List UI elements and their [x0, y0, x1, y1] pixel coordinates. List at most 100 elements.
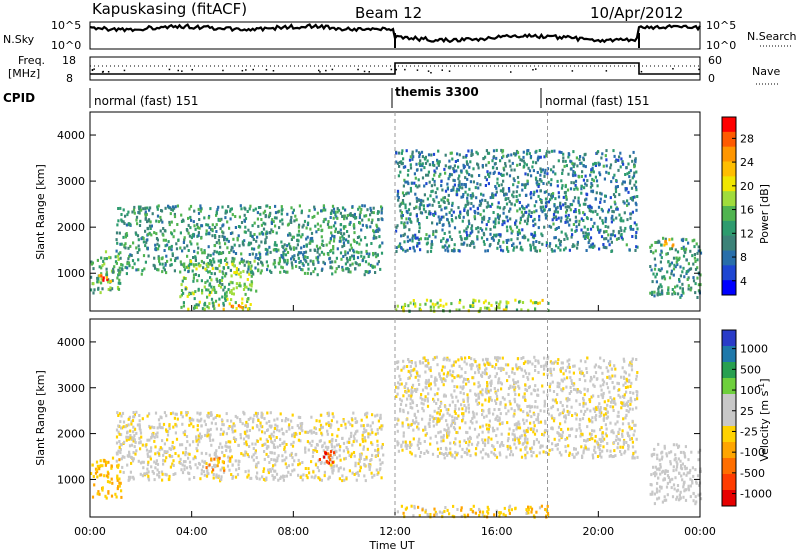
power-echo-cell: [454, 184, 456, 187]
velocity-echo-cell: [406, 365, 408, 368]
velocity-echo-cell: [230, 420, 232, 423]
power-echo-cell: [240, 275, 242, 278]
nave-point: [273, 70, 275, 72]
power-echo-cell: [571, 162, 573, 165]
power-echo-cell: [677, 250, 679, 253]
power-echo-cell: [309, 242, 311, 245]
power-echo-cell: [411, 153, 413, 156]
power-echo-cell: [221, 206, 223, 209]
power-echo-cell: [529, 152, 531, 155]
velocity-echo-cell: [421, 418, 423, 421]
power-echo-cell: [673, 264, 675, 267]
velocity-echo-cell: [524, 392, 526, 395]
velocity-echo-cell: [468, 407, 470, 410]
power-echo-cell: [506, 226, 508, 229]
power-echo-cell: [205, 288, 207, 291]
power-echo-cell: [280, 266, 282, 269]
power-echo-cell: [470, 305, 472, 308]
power-echo-cell: [440, 199, 442, 202]
velocity-echo-cell: [454, 422, 456, 425]
power-echo-cell: [489, 228, 491, 231]
velocity-echo-cell: [158, 476, 160, 479]
power-echo-cell: [170, 208, 172, 211]
power-echo-cell: [211, 298, 213, 301]
velocity-echo-cell: [333, 465, 335, 468]
velocity-echo-cell: [437, 448, 439, 451]
power-echo-cell: [440, 184, 442, 187]
power-echo-cell: [599, 192, 601, 195]
power-echo-cell: [253, 209, 255, 212]
power-echo-cell: [504, 162, 506, 165]
velocity-echo-cell: [293, 459, 295, 462]
power-echo-cell: [560, 220, 562, 223]
velocity-echo-cell: [161, 439, 163, 442]
power-echo-cell: [618, 193, 620, 196]
power-echo-cell: [678, 278, 680, 281]
velocity-echo-cell: [195, 435, 197, 438]
velocity-echo-cell: [339, 449, 341, 452]
velocity-echo-cell: [274, 463, 276, 466]
velocity-echo-cell: [150, 450, 152, 453]
power-echo-cell: [238, 244, 240, 247]
velocity-echo-cell: [619, 428, 621, 431]
power-echo-cell: [247, 210, 249, 213]
velocity-echo-cell: [221, 446, 223, 449]
velocity-echo-cell: [567, 444, 569, 447]
power-echo-cell: [483, 157, 485, 160]
velocity-echo-cell: [128, 423, 130, 426]
power-echo-cell: [120, 213, 122, 216]
power-echo-cell: [605, 230, 607, 233]
velocity-echo-cell: [146, 472, 148, 475]
power-echo-cell: [291, 255, 293, 258]
power-echo-cell: [593, 179, 595, 182]
velocity-echo-cell: [169, 447, 171, 450]
velocity-echo-cell: [198, 462, 200, 465]
power-echo-cell: [212, 301, 214, 304]
velocity-echo-cell: [420, 393, 422, 396]
velocity-echo-cell: [522, 396, 524, 399]
power-echo-cell: [92, 282, 94, 285]
velocity-echo-cell: [192, 440, 194, 443]
velocity-echo-cell: [139, 447, 141, 450]
velocity-echo-cell: [367, 435, 369, 438]
velocity-echo-cell: [617, 431, 619, 434]
velocity-echo-cell: [475, 452, 477, 455]
power-echo-cell: [188, 208, 190, 211]
power-echo-cell: [428, 153, 430, 156]
velocity-echo-cell: [367, 424, 369, 427]
velocity-echo-cell: [526, 438, 528, 441]
power-echo-cell: [254, 260, 256, 263]
power-echo-cell: [517, 181, 519, 184]
velocity-echo-cell: [560, 401, 562, 404]
power-echo-cell: [610, 163, 612, 166]
power-echo-cell: [532, 301, 534, 304]
power-echo-cell: [560, 216, 562, 219]
velocity-echo-cell: [164, 459, 166, 462]
power-echo-cell: [532, 243, 534, 246]
power-echo-cell: [671, 247, 673, 250]
velocity-echo-cell: [331, 467, 333, 470]
power-echo-cell: [505, 165, 507, 168]
velocity-echo-cell: [529, 360, 531, 363]
velocity-echo-cell: [522, 375, 524, 378]
power-echo-cell: [317, 251, 319, 254]
velocity-echo-cell: [518, 393, 520, 396]
power-echo-cell: [136, 222, 138, 225]
power-echo-cell: [360, 211, 362, 214]
power-echo-cell: [119, 251, 121, 254]
velocity-echo-cell: [331, 470, 333, 473]
velocity-echo-cell: [176, 413, 178, 416]
power-echo-cell: [513, 246, 515, 249]
velocity-echo-cell: [299, 462, 301, 465]
velocity-echo-cell: [367, 448, 369, 451]
power-echo-cell: [200, 237, 202, 240]
power-echo-cell: [505, 193, 507, 196]
power-echo-cell: [416, 200, 418, 203]
power-echo-cell: [281, 205, 283, 208]
velocity-echo-cell: [123, 421, 125, 424]
power-echo-cell: [414, 249, 416, 252]
power-echo-cell: [240, 204, 242, 207]
velocity-echo-cell: [341, 474, 343, 477]
velocity-echo-cell: [489, 375, 491, 378]
